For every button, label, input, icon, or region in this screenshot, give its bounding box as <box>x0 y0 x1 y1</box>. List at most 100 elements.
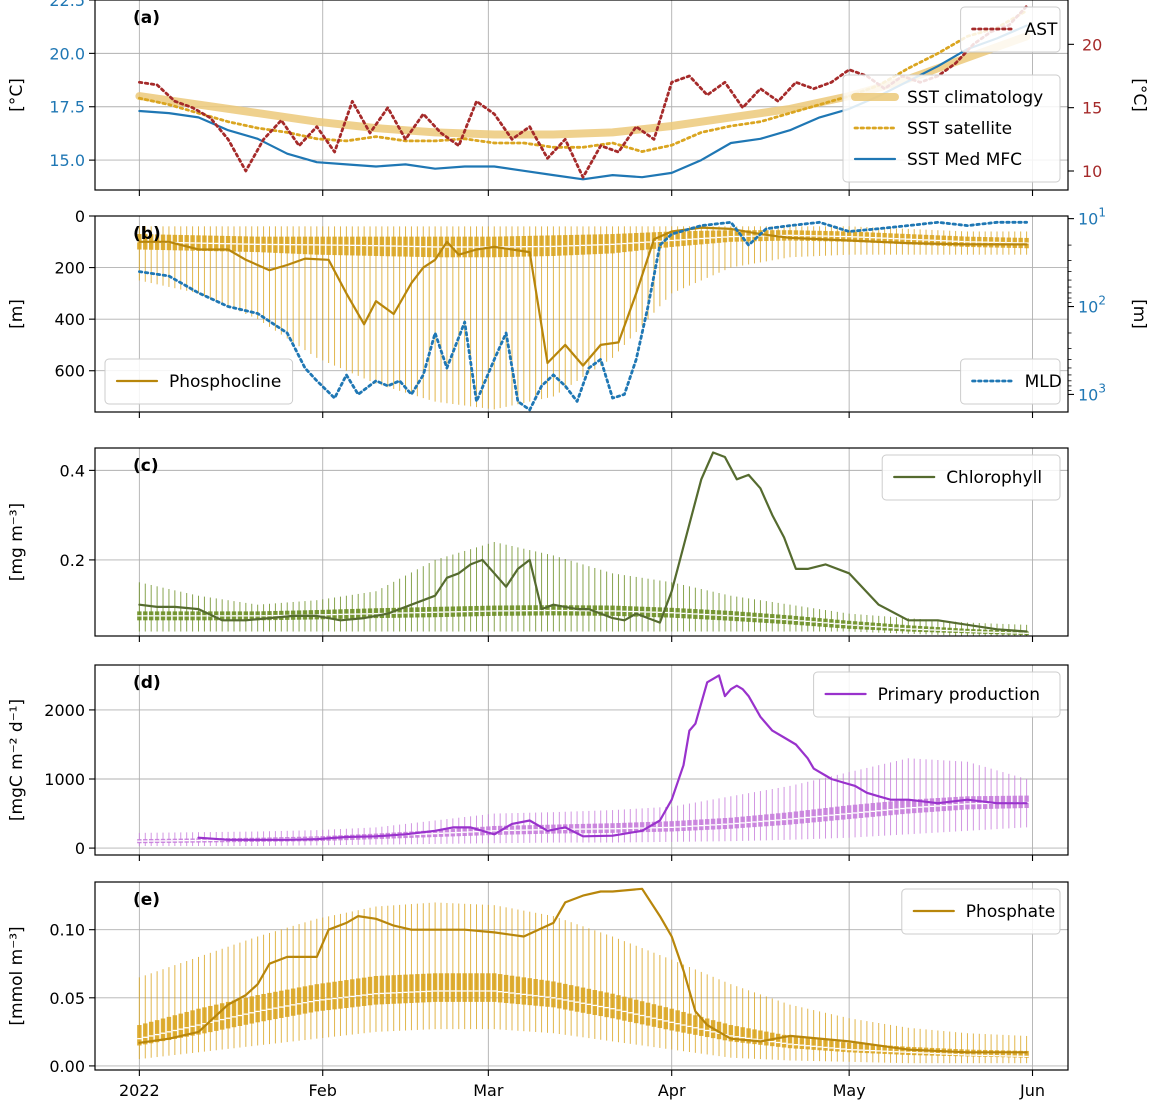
iqr-box <box>367 976 373 1006</box>
iqr-box <box>267 992 272 1021</box>
legend-lower-right: MLD <box>960 358 1062 405</box>
iqr-box <box>699 819 704 831</box>
iqr-box <box>350 236 355 256</box>
iqr-box <box>231 1000 237 1028</box>
iqr-box <box>409 974 414 1003</box>
iqr-box <box>941 797 946 812</box>
iqr-box <box>917 1047 923 1056</box>
iqr-box <box>971 796 976 810</box>
iqr-box <box>166 1016 172 1041</box>
x-tick-label: May <box>833 1081 866 1100</box>
iqr-box <box>208 1005 213 1033</box>
y-axis-label: [mmol m⁻³] <box>7 926 27 1025</box>
iqr-box <box>888 801 893 816</box>
iqr-box <box>557 235 562 256</box>
iqr-box <box>539 979 544 1007</box>
iqr-box <box>320 236 325 255</box>
series-line-primary-production <box>197 674 1028 841</box>
iqr-box <box>580 987 586 1013</box>
iqr-box <box>835 806 840 821</box>
iqr-box <box>704 1018 710 1038</box>
iqr-box <box>835 1041 840 1052</box>
iqr-box <box>1024 795 1029 809</box>
panel-c: 0.2 0.4 [mg m⁻³] (c) Chlorophyll <box>7 447 1069 642</box>
iqr-box <box>965 796 970 810</box>
climatology-band <box>137 542 1029 636</box>
legend-label: SST Med MFC <box>907 150 1022 170</box>
panel-label: (c) <box>133 456 159 476</box>
iqr-box <box>675 231 680 247</box>
iqr-box <box>628 822 633 833</box>
iqr-box <box>426 973 432 1003</box>
x-tick-label: 2022 <box>119 1081 160 1100</box>
iqr-box <box>651 1004 657 1027</box>
iqr-box <box>639 822 645 833</box>
panel-label: (b) <box>133 224 161 244</box>
iqr-box <box>722 1023 728 1041</box>
iqr-box <box>598 991 603 1017</box>
iqr-box <box>823 1040 828 1051</box>
y-right-tick-label: 103 <box>1078 381 1106 404</box>
iqr-box <box>219 1003 225 1030</box>
iqr-box <box>551 235 556 256</box>
iqr-box <box>551 981 556 1008</box>
iqr-box <box>681 820 686 831</box>
iqr-box <box>811 809 816 823</box>
iqr-box <box>681 1011 686 1033</box>
iqr-box <box>787 812 793 825</box>
iqr-box <box>610 993 615 1019</box>
iqr-box <box>906 799 911 814</box>
iqr-box <box>379 975 385 1005</box>
iqr-box <box>462 973 467 1002</box>
iqr-box <box>669 1008 674 1031</box>
series-line-mld <box>137 220 1028 412</box>
iqr-box <box>870 1044 876 1054</box>
iqr-box <box>574 234 580 255</box>
legend-label: MLD <box>1025 372 1062 392</box>
iqr-box <box>734 1026 739 1043</box>
iqr-box <box>438 973 444 1002</box>
axes-frame <box>94 447 1069 637</box>
y-tick-label: 200 <box>54 259 85 278</box>
iqr-box <box>628 998 633 1022</box>
iqr-box <box>929 798 935 812</box>
y-tick-label: 600 <box>54 362 85 381</box>
iqr-box <box>296 987 302 1015</box>
iqr-box <box>704 819 710 830</box>
iqr-box <box>344 980 349 1009</box>
panel-label: (e) <box>133 890 160 910</box>
iqr-box <box>799 1037 805 1050</box>
iqr-box <box>758 1030 763 1045</box>
climatology-band <box>137 758 1029 847</box>
iqr-box <box>586 234 592 255</box>
iqr-box <box>935 798 941 812</box>
iqr-box <box>906 1046 911 1056</box>
iqr-box <box>1012 795 1017 809</box>
y-tick-label: 0 <box>75 839 85 858</box>
iqr-box <box>486 973 491 1002</box>
iqr-box <box>385 975 390 1005</box>
y-tick-label: 0.2 <box>60 551 85 570</box>
iqr-box <box>947 797 952 811</box>
iqr-box <box>988 1050 994 1057</box>
x-tick-label: Feb <box>309 1081 337 1100</box>
iqr-box <box>846 805 852 820</box>
iqr-box <box>823 808 828 822</box>
iqr-box <box>568 234 574 256</box>
iqr-box <box>290 988 296 1016</box>
iqr-box <box>858 1043 864 1053</box>
iqr-box <box>367 236 373 256</box>
iqr-box <box>634 822 639 833</box>
iqr-box <box>308 236 314 255</box>
iqr-box <box>740 816 745 828</box>
iqr-box <box>728 817 734 829</box>
iqr-box <box>781 1034 787 1048</box>
iqr-box <box>657 1005 663 1029</box>
iqr-box <box>752 815 757 828</box>
iqr-box <box>781 812 787 826</box>
legend-label: Chlorophyll <box>946 468 1042 488</box>
iqr-box <box>545 235 550 257</box>
iqr-box <box>852 1043 858 1053</box>
iqr-box <box>202 1007 207 1034</box>
